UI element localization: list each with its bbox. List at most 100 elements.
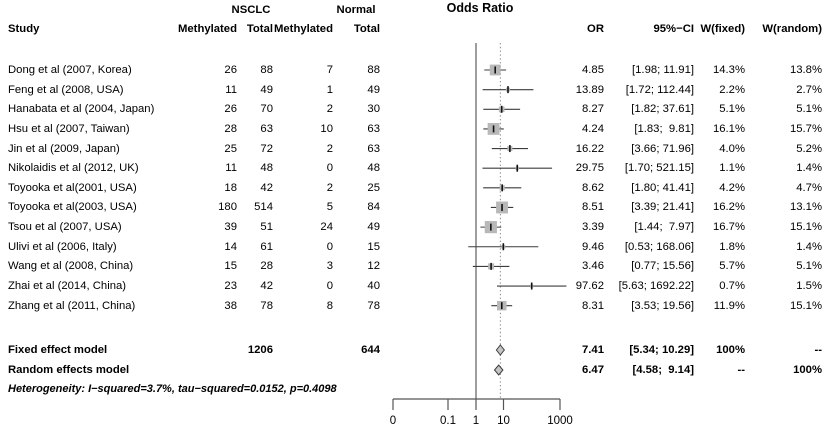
- plot-title: Odds Ratio: [446, 1, 514, 15]
- fixed-effect-diamond: [495, 344, 505, 356]
- ci-value: [3.53; 19.56]: [631, 299, 694, 312]
- study-name: Zhai et al (2014, China): [8, 280, 127, 293]
- point-estimate: [494, 66, 497, 74]
- normal-total: 63: [367, 142, 380, 155]
- axis-tick-label: 1: [473, 415, 479, 427]
- w-fixed-value: 16.2%: [712, 201, 745, 214]
- normal-total: 25: [367, 181, 380, 194]
- study-name: Hsu et al (2007, Taiwan): [8, 122, 130, 135]
- header-group-normal: Normal: [336, 4, 376, 16]
- header-nsclc-total: Total: [246, 23, 273, 35]
- summary-nsclc-total: 1206: [247, 344, 273, 356]
- axis-tick-label: 10: [497, 415, 510, 427]
- normal-total: 49: [367, 221, 380, 234]
- summary-w-fixed-value: 100%: [716, 344, 745, 356]
- w-fixed-value: 11.9%: [713, 299, 745, 312]
- w-fixed-value: 4.0%: [719, 142, 745, 155]
- or-value: 3.39: [582, 221, 604, 234]
- header-w-fixed: W(fixed): [700, 23, 745, 35]
- normal-methylated: 1: [326, 83, 333, 96]
- point-estimate: [490, 262, 492, 270]
- or-value: 13.89: [575, 83, 604, 96]
- nsclc-methylated: 39: [224, 221, 237, 234]
- w-random-value: 15.7%: [789, 122, 822, 135]
- header-nsclc-methylated: Methylated: [177, 23, 237, 35]
- w-random-value: 15.1%: [789, 299, 822, 312]
- normal-methylated: 0: [326, 162, 333, 175]
- ci-value: [0.53; 168.06]: [624, 240, 694, 253]
- point-estimate: [501, 184, 503, 192]
- header-group-nsclc: NSCLC: [231, 4, 271, 16]
- ci-value: [1.44; 7.97]: [634, 221, 694, 234]
- normal-methylated: 7: [326, 64, 333, 76]
- header-ci: 95%−CI: [653, 23, 694, 35]
- or-value: 9.46: [582, 240, 604, 253]
- header-w-random: W(random): [762, 23, 822, 35]
- nsclc-total: 514: [254, 201, 273, 214]
- nsclc-total: 63: [260, 122, 273, 135]
- w-fixed-value: 1.1%: [719, 162, 745, 175]
- normal-total: 15: [367, 240, 380, 253]
- study-name: Feng et al (2008, USA): [8, 83, 124, 96]
- nsclc-total: 51: [260, 221, 273, 234]
- nsclc-total: 88: [260, 64, 273, 76]
- w-random-value: 5.2%: [796, 142, 822, 155]
- w-fixed-value: 5.1%: [719, 103, 745, 116]
- normal-methylated: 2: [326, 103, 333, 116]
- study-name: Zhang et al (2011, China): [8, 299, 136, 312]
- study-name: Dong et al (2007, Korea): [8, 64, 132, 76]
- or-value: 4.24: [582, 122, 604, 135]
- ci-value: [1.83; 9.81]: [634, 122, 694, 135]
- point-estimate: [530, 282, 533, 290]
- nsclc-total: 28: [260, 260, 273, 273]
- w-random-value: 13.1%: [789, 201, 822, 214]
- nsclc-methylated: 26: [224, 64, 237, 76]
- w-fixed-value: 2.2%: [719, 83, 745, 96]
- point-estimate: [490, 223, 492, 231]
- normal-methylated: 0: [326, 280, 333, 293]
- ci-value: [1.80; 41.41]: [631, 181, 694, 194]
- point-estimate: [509, 145, 511, 153]
- nsclc-methylated: 11: [225, 162, 237, 175]
- point-estimate: [500, 302, 503, 310]
- axis-tick-label: 1000: [547, 415, 573, 427]
- point-estimate: [501, 203, 503, 211]
- ci-value: [1.70; 521.15]: [624, 162, 694, 175]
- summary-label: Random effects model: [8, 364, 130, 376]
- normal-methylated: 2: [326, 181, 333, 194]
- w-random-value: 5.1%: [796, 103, 822, 116]
- normal-total: 63: [367, 122, 380, 135]
- header-study: Study: [8, 23, 40, 35]
- summary-label: Fixed effect model: [8, 344, 108, 356]
- study-name: Ulivi et al (2006, Italy): [8, 240, 117, 253]
- nsclc-total: 49: [260, 83, 273, 96]
- nsclc-methylated: 26: [224, 103, 237, 116]
- or-value: 16.22: [575, 142, 604, 155]
- normal-methylated: 3: [326, 260, 333, 273]
- normal-methylated: 10: [320, 122, 333, 135]
- normal-total: 78: [367, 299, 380, 312]
- normal-methylated: 5: [326, 201, 333, 214]
- nsclc-total: 72: [260, 142, 273, 155]
- nsclc-total: 61: [260, 240, 273, 253]
- nsclc-methylated: 18: [224, 181, 237, 194]
- ci-value: [3.66; 71.96]: [631, 142, 694, 155]
- header-normal-total: Total: [353, 23, 380, 35]
- or-value: 4.85: [582, 64, 604, 76]
- point-estimate: [516, 164, 519, 172]
- random-effects-diamond: [493, 364, 504, 376]
- w-random-value: 1.5%: [796, 280, 822, 293]
- nsclc-methylated: 25: [224, 142, 237, 155]
- normal-total: 12: [367, 260, 380, 273]
- axis-tick-label: 0: [390, 415, 396, 427]
- summary-w-random-value: --: [814, 344, 822, 356]
- nsclc-total: 42: [260, 280, 273, 293]
- summary-normal-total: 644: [361, 344, 380, 356]
- or-value: 29.75: [575, 162, 604, 175]
- nsclc-total: 48: [260, 162, 273, 175]
- study-name: Hanabata et al (2004, Japan): [8, 103, 155, 116]
- study-name: Nikolaidis et al (2012, UK): [8, 162, 139, 175]
- nsclc-total: 78: [260, 299, 273, 312]
- w-random-value: 1.4%: [796, 162, 822, 175]
- w-random-value: 2.7%: [796, 83, 822, 96]
